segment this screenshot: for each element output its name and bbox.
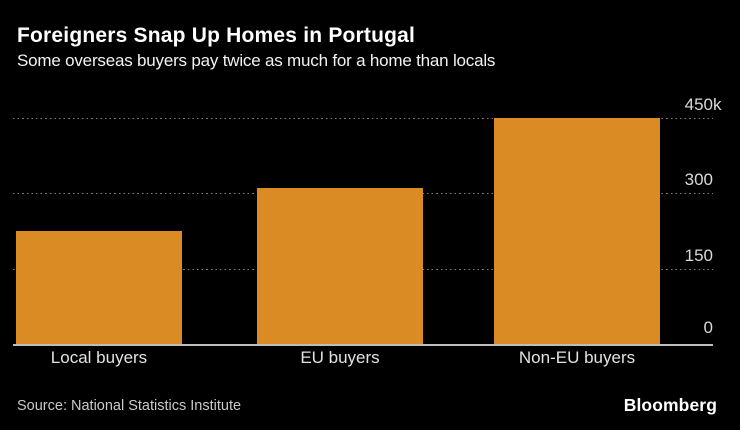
y-tick-unit-suffix: k — [713, 95, 722, 114]
bar-local-buyers — [16, 231, 182, 344]
y-tick-number: 450 — [684, 95, 713, 114]
bar-non-eu-buyers — [494, 118, 660, 344]
y-tick-number: 150 — [684, 245, 713, 265]
y-tick-label-0: 0 — [643, 319, 713, 337]
x-axis-baseline — [13, 344, 713, 346]
bar-eu-buyers — [257, 188, 423, 344]
x-category-label-local-buyers: Local buyers — [50, 348, 148, 367]
y-tick-label-300: 300 — [643, 171, 713, 189]
y-tick-label-450k: 450 k — [643, 96, 722, 114]
y-gridline-450k — [13, 118, 713, 119]
chart-subtitle: Some overseas buyers pay twice as much f… — [17, 51, 496, 70]
y-tick-number: 300 — [684, 170, 713, 190]
x-category-label-non-eu-buyers: Non-EU buyers — [518, 348, 636, 367]
y-tick-number: 0 — [703, 318, 713, 337]
y-tick-label-150: 150 — [643, 245, 713, 265]
bloomberg-logo: Bloomberg — [623, 395, 717, 415]
x-category-label-eu-buyers: EU buyers — [300, 348, 380, 367]
source-text: Source: National Statistics Institute — [17, 398, 242, 414]
chart-title: Foreigners Snap Up Homes in Portugal — [17, 24, 416, 47]
